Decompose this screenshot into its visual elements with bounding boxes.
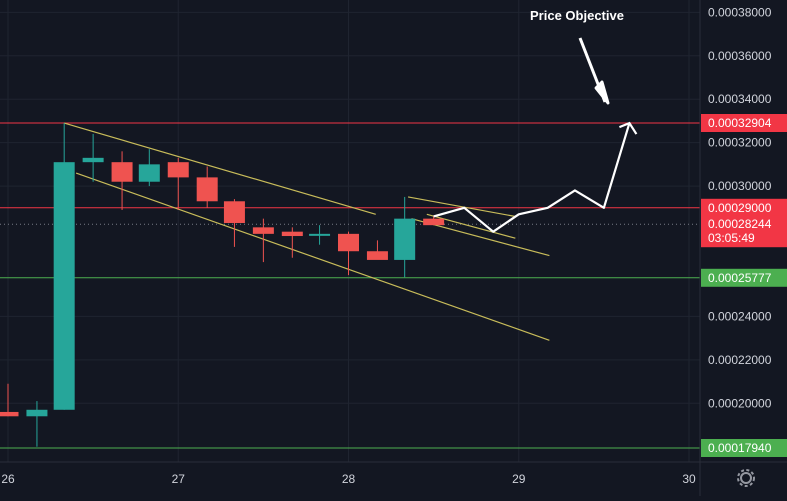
projection-layer (433, 121, 638, 233)
price-label-text: 0.00025777 (708, 271, 772, 285)
candle-body (196, 177, 218, 202)
candle (196, 166, 218, 208)
time-axis-background (0, 462, 700, 496)
price-tick-label: 0.00036000 (708, 49, 772, 63)
price-tick-label: 0.00020000 (708, 396, 772, 410)
price-label-text: 0.00032904 (708, 116, 772, 130)
candle-body (281, 231, 303, 237)
candle-body (53, 162, 75, 410)
candle (223, 199, 245, 247)
annotation-layer: Price Objective (530, 8, 624, 105)
price-tick-label: 0.00038000 (708, 5, 772, 19)
price-tick-label: 0.00024000 (708, 309, 772, 323)
candle-body (252, 227, 274, 234)
candle-body (167, 162, 189, 178)
projection-path (433, 122, 631, 233)
settings-gear-icon[interactable] (737, 469, 755, 487)
candle-body (138, 164, 160, 182)
price-tick-label: 0.00032000 (708, 136, 772, 150)
time-tick-label: 29 (512, 472, 526, 486)
candle (366, 240, 388, 260)
candle (252, 218, 274, 263)
price-label-box (701, 268, 787, 287)
price-label-box (701, 439, 787, 457)
candle-body (366, 251, 388, 260)
candle (138, 149, 160, 187)
candle-body (82, 157, 104, 163)
candle-body (223, 201, 245, 223)
trendline (407, 196, 516, 218)
candle (26, 401, 48, 447)
price-label-text: 0.00028244 (708, 217, 772, 231)
price-objective-annotation: Price Objective (530, 8, 624, 23)
candle (423, 216, 445, 226)
candle-body (111, 162, 133, 182)
candle (0, 383, 19, 417)
price-label-box (701, 114, 787, 132)
price-label-box (701, 198, 787, 217)
price-label-text: 0.00029000 (708, 201, 772, 215)
candle (394, 196, 416, 278)
horizontal-lines-layer (0, 122, 700, 449)
countdown-label: 03:05:49 (708, 231, 755, 245)
price-axis: 0.00038000 0.00036000 0.00034000 0.00032000… (700, 0, 787, 496)
projection-arrowhead (619, 121, 638, 135)
candle (338, 231, 359, 276)
trendline (75, 172, 550, 341)
time-tick-label: 28 (342, 472, 356, 486)
candle (167, 157, 189, 210)
trendline (64, 122, 376, 215)
candle-body (394, 218, 416, 260)
candle-body (309, 233, 331, 236)
candles-layer (0, 123, 445, 447)
price-label-box (701, 215, 787, 248)
time-tick-label: 30 (682, 472, 696, 486)
candle-body (0, 411, 19, 417)
time-tick-label: 27 (172, 472, 186, 486)
price-label-text: 0.00017940 (708, 441, 772, 455)
candle (111, 151, 133, 210)
candle (82, 133, 104, 182)
price-tick-label: 0.00030000 (708, 179, 772, 193)
candle (309, 225, 331, 245)
price-tick-label: 0.00022000 (708, 353, 772, 367)
candle-body (26, 409, 48, 417)
trendlines-layer (64, 122, 550, 341)
price-axis-background (700, 0, 787, 496)
price-tick-label: 0.00034000 (708, 92, 772, 106)
candle-body (423, 218, 445, 226)
candle (281, 227, 303, 258)
candle-body (338, 233, 359, 252)
grid-layer (0, 0, 700, 462)
time-tick-label: 26 (1, 472, 15, 486)
trendline (426, 213, 516, 239)
candle (53, 123, 75, 410)
price-objective-arrow (578, 37, 610, 105)
